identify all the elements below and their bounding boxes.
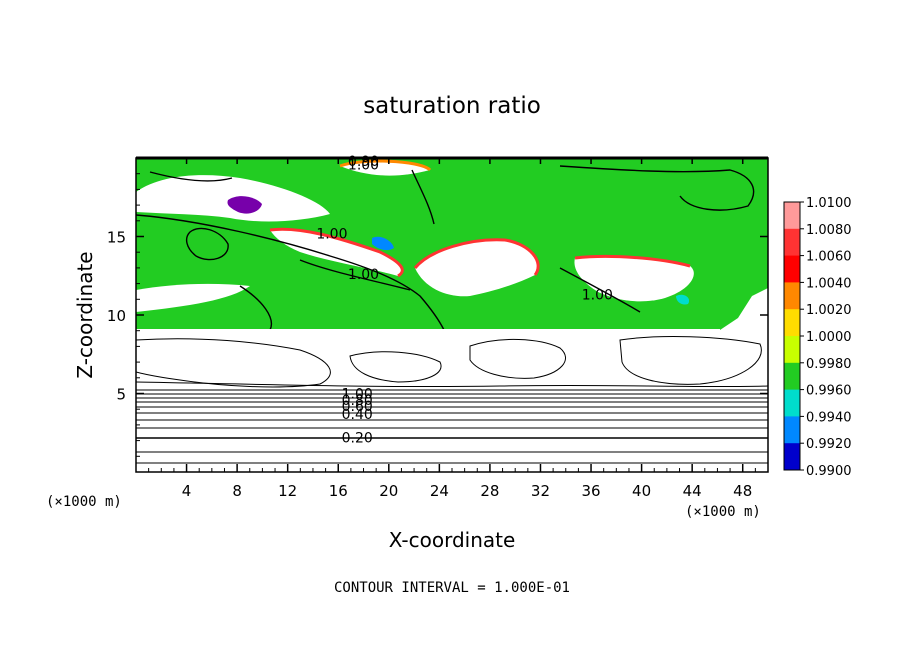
- cloud-mid-left: [270, 229, 403, 276]
- x-tick-label: 40: [632, 482, 651, 500]
- x-tick-label: 32: [531, 482, 550, 500]
- contour-interval-footer: CONTOUR INTERVAL = 1.000E-01: [334, 580, 570, 596]
- contour-label: 1.00: [582, 288, 613, 304]
- colorbar-label: 1.0060: [806, 250, 852, 265]
- x-axis-label: X-coordinate: [389, 528, 516, 552]
- colorbar-swatch: [784, 336, 800, 364]
- y-axis-label: Z-coordinate: [73, 251, 97, 378]
- x-tick-label: 16: [329, 482, 348, 500]
- contours-horizontal: [136, 393, 768, 464]
- colorbar-swatch: [784, 416, 800, 444]
- colorbar-label: 1.0020: [806, 303, 852, 318]
- colorbar-swatch: [784, 443, 800, 471]
- colorbar-label: 1.0080: [806, 223, 852, 238]
- contour-label: 0.80: [342, 393, 373, 409]
- fringe-red-1: [269, 227, 404, 278]
- cloud-center: [415, 239, 539, 297]
- x-axis-ticks: 4 8 12 16 20 24 28 32 36 40 44 48: [148, 158, 756, 500]
- x-tick-label: 36: [581, 482, 600, 500]
- colorbar-label: 1.0040: [806, 276, 852, 291]
- contour-label: 0.20: [342, 430, 373, 446]
- contours-lower: [136, 336, 768, 391]
- cloud-top: [340, 161, 430, 176]
- x-tick-label: 12: [278, 482, 297, 500]
- y-tick-label: 5: [116, 386, 126, 404]
- x-unit-right: (×1000 m): [685, 504, 761, 520]
- x-tick-label: 44: [683, 482, 702, 500]
- cloud-right: [574, 256, 694, 302]
- y-tick-label: 15: [107, 229, 126, 247]
- contour-label: 1.00: [342, 387, 373, 403]
- contour-labels: 0.200.400.600.801.001.001.001.001.000.90: [316, 154, 613, 446]
- dry-patch-blue: [372, 236, 394, 251]
- heatmap-field: [136, 158, 768, 472]
- colorbar-label: 0.9900: [806, 464, 852, 479]
- colorbar-swatch: [784, 362, 800, 391]
- contour-label: 1.00: [348, 267, 379, 283]
- colorbar-label: 1.0000: [806, 330, 852, 345]
- y-axis-ticks: 5 10 15: [107, 173, 768, 457]
- contour-label: 0.40: [342, 407, 373, 423]
- contours-upper: [136, 165, 755, 331]
- dry-patch-cyan: [676, 294, 690, 305]
- contour-label: 0.60: [342, 399, 373, 415]
- colorbar-swatch: [784, 202, 800, 230]
- colorbar-swatch: [784, 228, 800, 257]
- colorbar-label: 0.9920: [806, 437, 852, 452]
- contour-label: 1.00: [316, 226, 347, 242]
- colorbar-swatch: [784, 255, 800, 283]
- y-tick-label: 10: [107, 307, 126, 325]
- x-tick-label: 24: [430, 482, 449, 500]
- dry-patch-purple: [227, 196, 262, 214]
- fringe-red-3: [574, 254, 691, 268]
- x-tick-label: 4: [182, 482, 192, 500]
- cloud-lower-left: [136, 283, 250, 312]
- x-tick-label: 8: [232, 482, 242, 500]
- fringe-red-2: [413, 238, 540, 276]
- colorbar-swatch: [784, 309, 800, 337]
- chart-title: saturation ratio: [363, 93, 541, 119]
- colorbar-swatch: [784, 282, 800, 310]
- x-tick-label: 48: [733, 482, 752, 500]
- x-tick-label: 20: [379, 482, 398, 500]
- colorbar-label: 0.9960: [806, 384, 852, 399]
- colorbar-swatch: [784, 389, 800, 417]
- x-tick-label: 28: [480, 482, 499, 500]
- x-unit-left: (×1000 m): [46, 494, 122, 510]
- colorbar-label: 0.9940: [806, 410, 852, 425]
- colorbar-label: 0.9980: [806, 357, 852, 372]
- contour-label: 1.00: [348, 157, 379, 173]
- colorbar: 1.0100 1.0080 1.0060 1.0040 1.0020 1.0000 0.99…: [783, 196, 852, 479]
- colorbar-label: 1.0100: [806, 196, 852, 211]
